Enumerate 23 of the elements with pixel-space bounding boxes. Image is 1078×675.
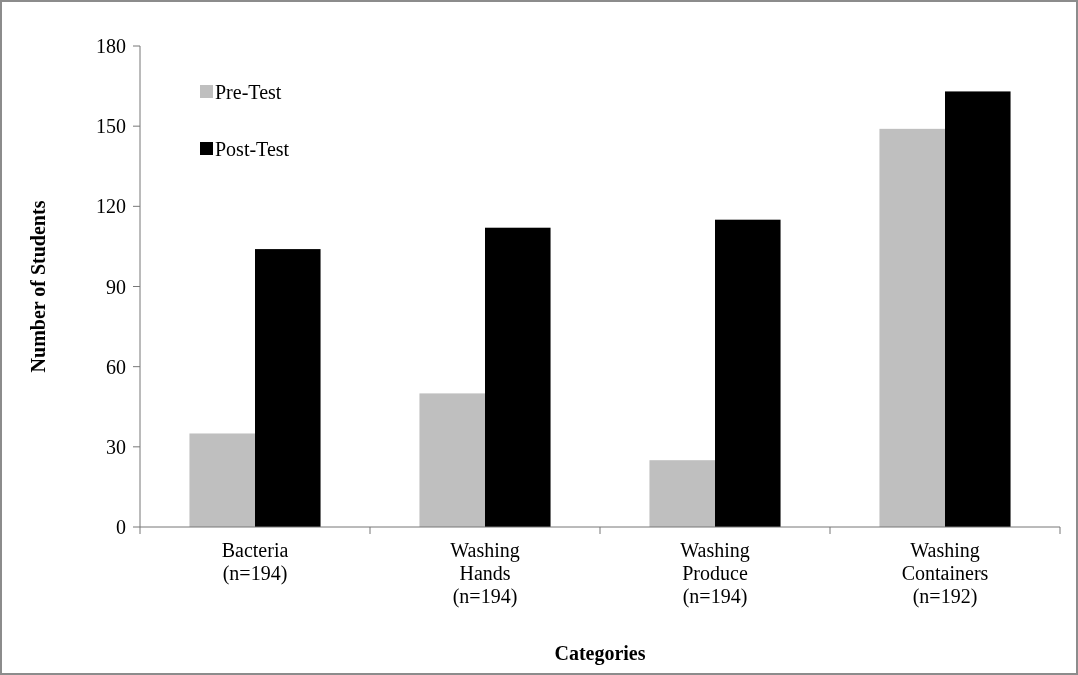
bar [255,249,321,527]
legend-label: Pre-Test [215,81,282,103]
legend-label: Post-Test [215,138,290,160]
y-tick-label: 0 [116,516,126,538]
bar [649,460,715,527]
y-tick-label: 180 [96,35,126,57]
y-tick-label: 90 [106,275,126,298]
x-axis-title: Categories [554,642,646,665]
y-tick-label: 150 [96,115,126,138]
y-axis-title: Number of Students [27,200,49,373]
x-tick-label: Washing Hands (n=194) [450,539,520,608]
x-tick-label: Washing Produce (n=194) [680,539,750,608]
y-tick-label: 30 [106,435,126,458]
bar [419,393,485,527]
bar [485,227,551,527]
x-tick-label: Bacteria (n=194) [221,539,289,585]
x-tick-label: Washing Containers (n=192) [901,539,989,608]
y-tick-label: 60 [106,355,126,378]
bar [879,128,945,527]
bar [715,219,781,527]
y-tick-label: 120 [96,195,126,218]
bar [945,91,1011,527]
bar [189,433,255,527]
